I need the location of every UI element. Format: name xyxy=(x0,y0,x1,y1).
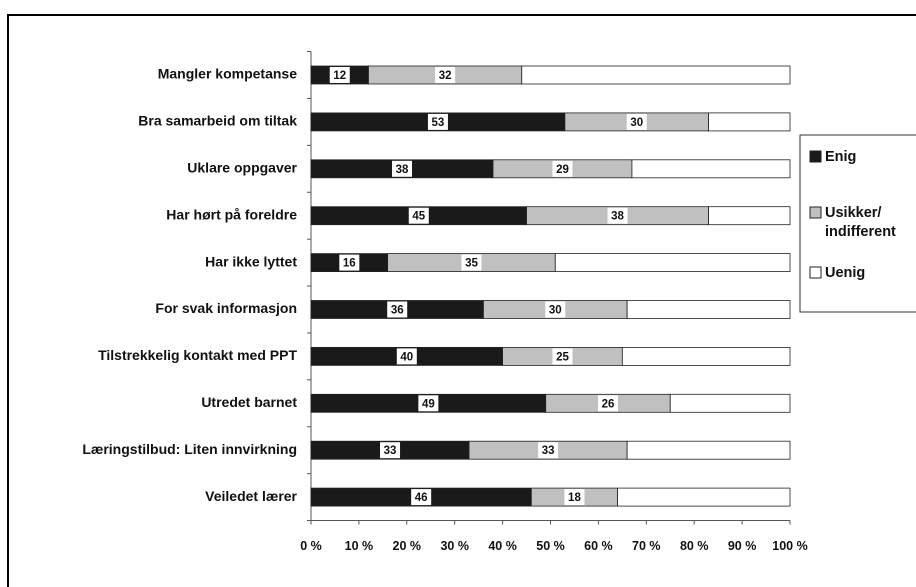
label-bg xyxy=(461,254,482,271)
data-label: 38 xyxy=(396,164,409,176)
category-label: Uklare oppgaver xyxy=(187,160,297,176)
legend-label: Uenig xyxy=(825,265,865,281)
data-label: 35 xyxy=(465,258,478,270)
bar-segment xyxy=(626,440,791,460)
x-tick-label: 80 % xyxy=(680,539,709,553)
data-label: 30 xyxy=(549,305,562,317)
label-bg xyxy=(435,67,456,83)
data-label: 38 xyxy=(611,211,624,223)
label-bg xyxy=(411,489,432,506)
data-label: 36 xyxy=(391,305,404,317)
x-tick-label: 50 % xyxy=(536,539,565,553)
category-label: Veiledet lærer xyxy=(205,488,297,504)
data-label: 53 xyxy=(432,117,445,129)
category-label: Bra samarbeid om tiltak xyxy=(138,113,297,129)
bar-segment xyxy=(669,393,791,413)
category-label: Har ikke lyttet xyxy=(205,253,297,269)
data-label: 26 xyxy=(602,398,615,410)
category-label: Tilstrekkelig kontakt med PPT xyxy=(98,347,297,363)
bar-segment xyxy=(708,206,791,226)
x-tick-label: 10 % xyxy=(345,539,374,553)
category-label: Utredet barnet xyxy=(201,394,297,410)
data-label: 25 xyxy=(556,351,569,363)
data-label: 32 xyxy=(439,70,452,82)
label-bg xyxy=(396,348,417,365)
label-bg xyxy=(392,160,413,177)
category-label: Læringstilbud: Liten innvirkning xyxy=(82,441,297,457)
data-label: 46 xyxy=(415,492,428,504)
data-label: 33 xyxy=(542,445,555,457)
data-label: 45 xyxy=(412,211,425,223)
label-bg xyxy=(538,442,559,459)
label-bg xyxy=(418,395,439,412)
category-label: For svak informasjon xyxy=(155,300,297,316)
label-bg xyxy=(427,113,448,130)
bar-segment xyxy=(621,346,791,366)
label-bg xyxy=(380,442,401,459)
bar-segment xyxy=(626,300,791,319)
data-label: 40 xyxy=(400,351,413,363)
legend-label: Usikker/indifferent xyxy=(825,205,896,240)
bar-segment xyxy=(554,253,791,273)
x-tick-label: 40 % xyxy=(488,539,517,553)
label-bg xyxy=(564,489,585,506)
x-tick-label: 30 % xyxy=(440,539,469,553)
data-label: 33 xyxy=(384,445,397,457)
bar-segment xyxy=(631,159,791,179)
frame xyxy=(7,14,916,587)
x-tick-label: 70 % xyxy=(632,539,661,553)
legend-swatch xyxy=(809,206,822,219)
label-bg xyxy=(626,113,647,130)
legend-swatch xyxy=(809,150,822,163)
label-bg xyxy=(552,348,573,365)
label-bg xyxy=(607,207,628,224)
label-bg xyxy=(387,301,408,318)
legend-swatch xyxy=(809,266,822,279)
label-bg xyxy=(597,395,618,412)
data-label: 18 xyxy=(568,492,581,504)
bar-segment xyxy=(521,65,791,85)
label-bg xyxy=(339,254,360,271)
bar-segment xyxy=(708,112,791,132)
label-bg xyxy=(329,67,350,83)
data-label: 30 xyxy=(630,117,643,129)
label-bg xyxy=(545,301,566,318)
data-label: 16 xyxy=(343,258,356,270)
data-label: 12 xyxy=(333,70,346,82)
data-label: 29 xyxy=(556,164,569,176)
label-bg xyxy=(408,207,429,224)
bar-segment xyxy=(617,487,791,507)
x-tick-label: 90 % xyxy=(728,539,757,553)
x-tick-label: 100 % xyxy=(772,539,807,553)
data-label: 49 xyxy=(422,398,435,410)
category-label: Har hørt på foreldre xyxy=(166,206,297,222)
x-tick-label: 60 % xyxy=(584,539,613,553)
legend-label: Enig xyxy=(825,149,856,165)
label-bg xyxy=(552,160,573,177)
category-label: Mangler kompetanse xyxy=(158,66,297,82)
legend-box xyxy=(799,134,916,313)
x-tick-label: 0 % xyxy=(300,539,322,553)
x-tick-label: 20 % xyxy=(393,539,422,553)
